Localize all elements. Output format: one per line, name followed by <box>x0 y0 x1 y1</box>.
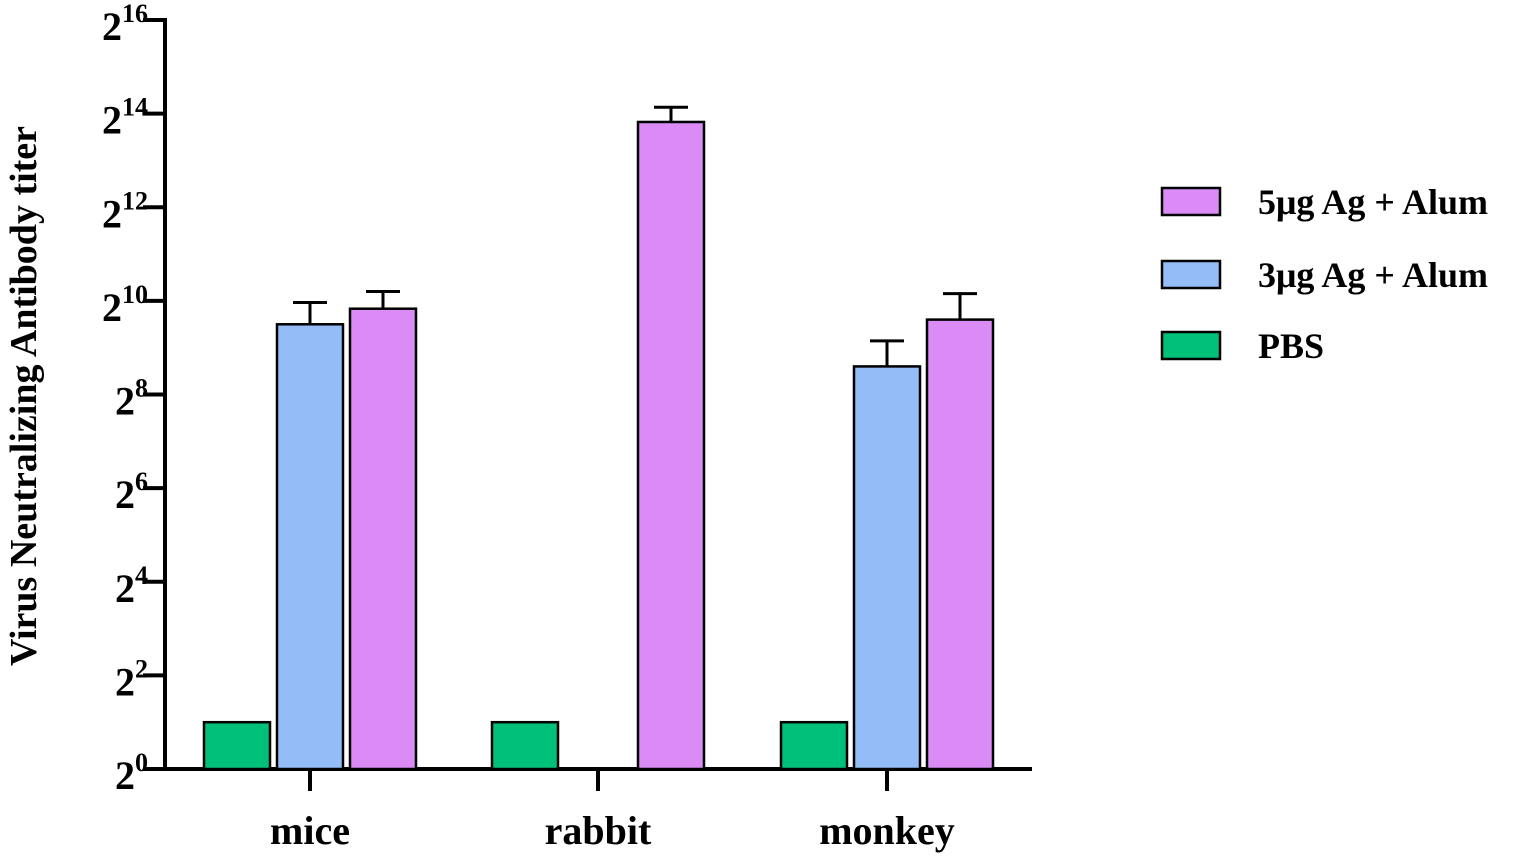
x-tick-label: mice <box>270 808 350 853</box>
bar <box>852 365 922 771</box>
legend-label: 3μg Ag + Alum <box>1258 255 1488 295</box>
legend-label: PBS <box>1258 326 1324 366</box>
legend-label: 5μg Ag + Alum <box>1258 182 1488 222</box>
legend-swatch <box>1160 259 1222 290</box>
legend: 5μg Ag + Alum 3μg Ag + Alum PBS <box>1160 182 1488 366</box>
bar <box>348 307 418 771</box>
bar <box>490 720 560 771</box>
y-tick-label: 20 <box>115 748 148 798</box>
y-tick-label: 24 <box>115 561 148 611</box>
bar <box>925 318 995 771</box>
y-tick-label: 216 <box>102 0 148 49</box>
bar <box>779 720 849 771</box>
x-tick-label: rabbit <box>545 808 652 853</box>
y-tick-label: 214 <box>102 93 148 143</box>
y-tick-label: 28 <box>115 374 148 424</box>
bar <box>636 120 706 771</box>
y-tick-label: 22 <box>115 654 148 704</box>
y-tick-label: 210 <box>102 280 148 330</box>
legend-swatch <box>1160 186 1222 217</box>
legend-swatch <box>1160 330 1222 361</box>
bar <box>202 720 272 771</box>
x-tick-label: monkey <box>819 808 955 853</box>
y-tick-label: 26 <box>115 467 148 517</box>
bar <box>275 323 345 771</box>
y-axis-label: Virus Neutralizing Antibody titer <box>3 126 45 666</box>
y-tick-label: 212 <box>102 186 148 236</box>
plot-area: 20 22 24 26 28 210 212 214 216 mice rabbit monkey <box>102 0 1032 853</box>
